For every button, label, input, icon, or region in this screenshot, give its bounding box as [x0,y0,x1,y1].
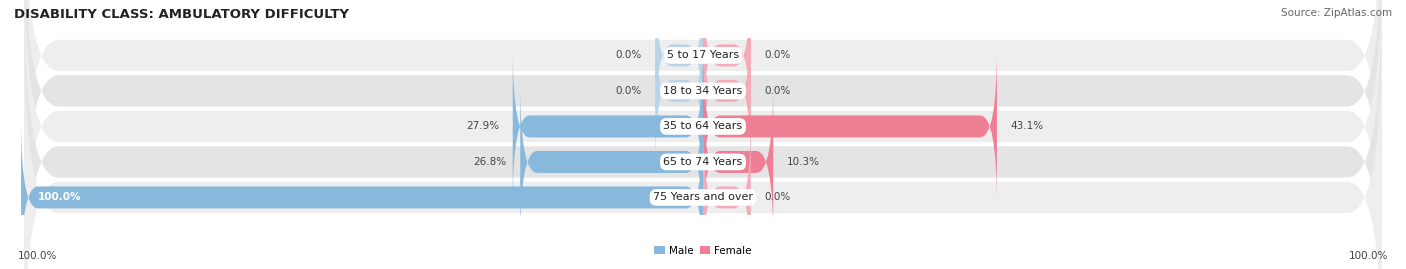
FancyBboxPatch shape [703,84,773,240]
Text: 0.0%: 0.0% [765,86,790,96]
FancyBboxPatch shape [24,0,1382,217]
FancyBboxPatch shape [513,49,703,204]
FancyBboxPatch shape [24,0,1382,269]
Text: 100.0%: 100.0% [1348,251,1388,261]
Text: 0.0%: 0.0% [765,192,790,203]
FancyBboxPatch shape [520,84,703,240]
FancyBboxPatch shape [703,120,751,269]
Text: 0.0%: 0.0% [765,50,790,61]
FancyBboxPatch shape [655,0,703,133]
Text: 35 to 64 Years: 35 to 64 Years [664,121,742,132]
FancyBboxPatch shape [24,0,1382,269]
FancyBboxPatch shape [703,49,997,204]
FancyBboxPatch shape [24,0,1382,253]
Legend: Male, Female: Male, Female [650,241,756,260]
Text: 0.0%: 0.0% [616,50,641,61]
Text: 100.0%: 100.0% [18,251,58,261]
Text: 26.8%: 26.8% [474,157,506,167]
Text: 0.0%: 0.0% [616,86,641,96]
Text: 5 to 17 Years: 5 to 17 Years [666,50,740,61]
Text: 65 to 74 Years: 65 to 74 Years [664,157,742,167]
Text: 10.3%: 10.3% [787,157,820,167]
Text: 43.1%: 43.1% [1011,121,1043,132]
Text: DISABILITY CLASS: AMBULATORY DIFFICULTY: DISABILITY CLASS: AMBULATORY DIFFICULTY [14,8,349,21]
FancyBboxPatch shape [21,120,703,269]
Text: 27.9%: 27.9% [465,121,499,132]
FancyBboxPatch shape [655,13,703,169]
FancyBboxPatch shape [703,13,751,169]
FancyBboxPatch shape [703,0,751,133]
FancyBboxPatch shape [24,36,1382,269]
Text: 18 to 34 Years: 18 to 34 Years [664,86,742,96]
Text: 100.0%: 100.0% [38,192,82,203]
Text: Source: ZipAtlas.com: Source: ZipAtlas.com [1281,8,1392,18]
Text: 75 Years and over: 75 Years and over [652,192,754,203]
